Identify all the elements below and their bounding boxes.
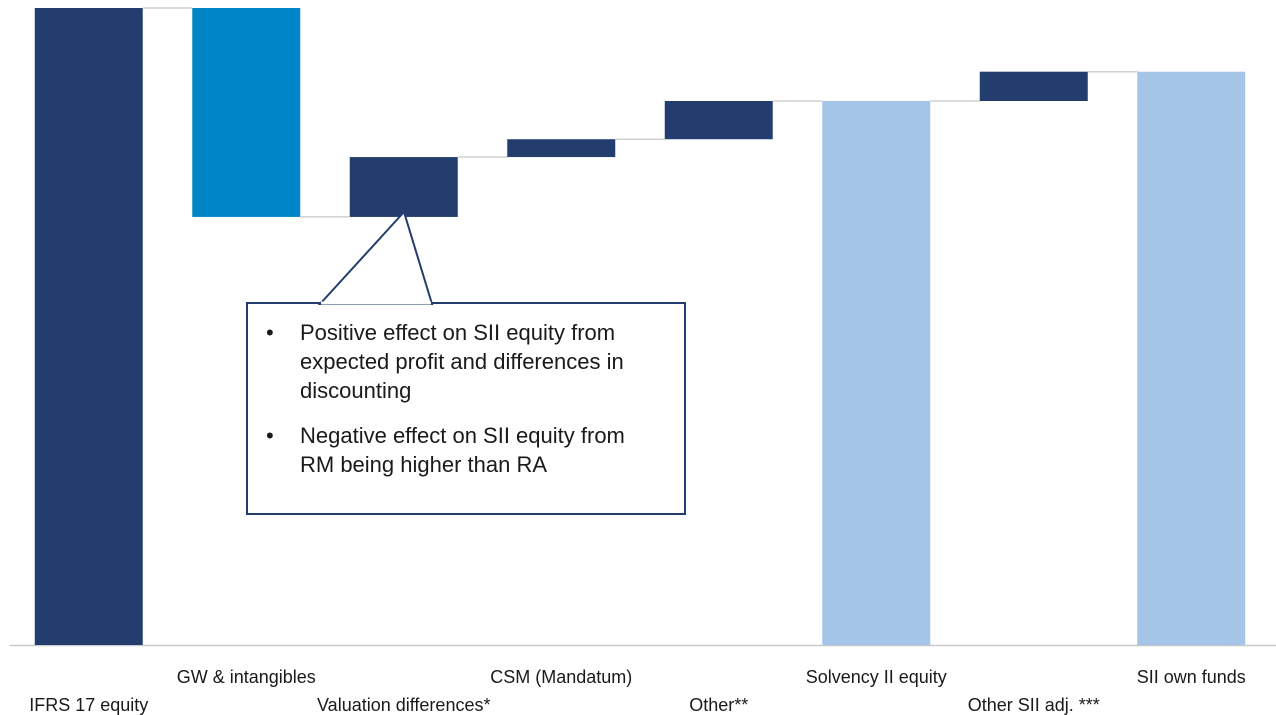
bar: [664, 101, 773, 140]
bar: [34, 8, 143, 645]
annotation-box: Positive effect on SII equity from expec…: [248, 304, 684, 513]
bar: [979, 71, 1088, 102]
annotation-item: Negative effect on SII equity from RM be…: [266, 421, 660, 479]
bar: [507, 139, 616, 158]
annotation-item: Positive effect on SII equity from expec…: [266, 318, 660, 405]
x-tick-label: GW & intangibles: [177, 667, 316, 687]
bar: [1137, 71, 1246, 645]
x-tick-label: Solvency II equity: [806, 667, 947, 687]
x-tick-label: Valuation differences*: [317, 695, 490, 715]
x-tick-label: SII own funds: [1137, 667, 1246, 687]
bar: [349, 157, 458, 217]
bar: [822, 101, 931, 645]
x-tick-label: Other**: [689, 695, 748, 715]
annotation-list: Positive effect on SII equity from expec…: [266, 318, 664, 479]
callout-pointer: [317, 210, 434, 305]
x-tick-label: IFRS 17 equity: [29, 695, 148, 715]
callout-box: [246, 302, 686, 515]
x-tick-label: Other SII adj. ***: [968, 695, 1100, 715]
bar: [192, 8, 301, 217]
x-tick-label: CSM (Mandatum): [490, 667, 632, 687]
